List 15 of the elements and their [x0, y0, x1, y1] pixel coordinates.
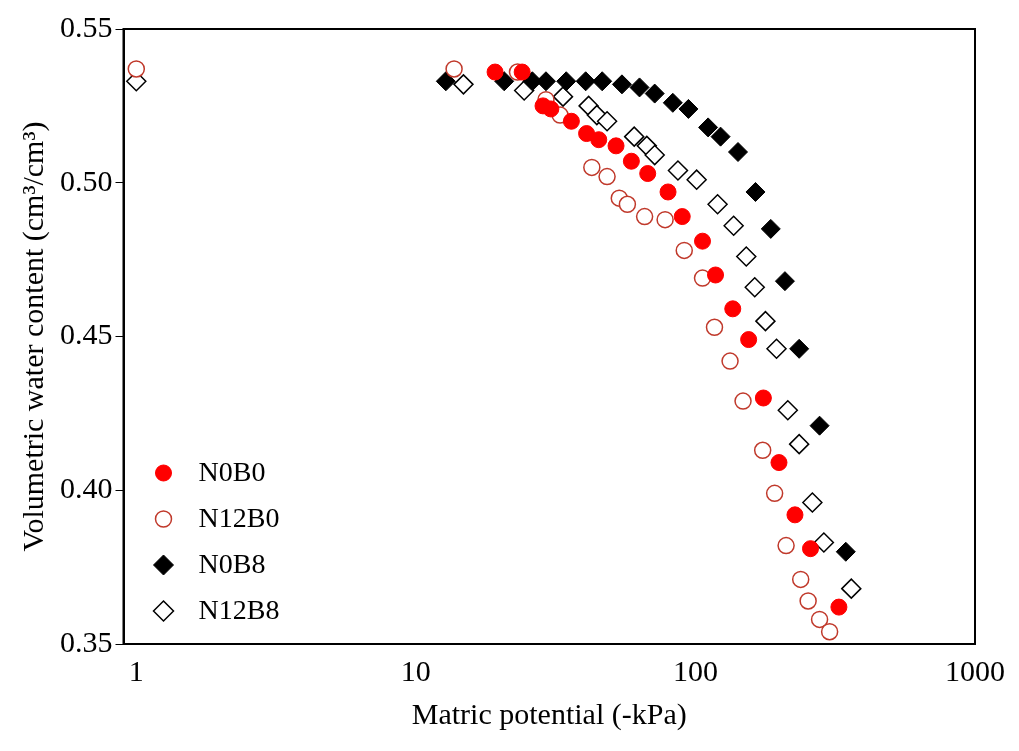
x-tick-label: 1 — [128, 653, 144, 687]
legend-label: N12B0 — [198, 502, 280, 534]
legend-label: N0B8 — [198, 548, 266, 580]
y-tick-label: 0.55 — [60, 9, 113, 43]
x-tick-label: 1000 — [945, 653, 1005, 687]
x-tick-label: 10 — [400, 653, 431, 687]
y-tick-label: 0.45 — [60, 317, 113, 351]
x-axis-title: Matric potential (-kPa) — [411, 696, 687, 731]
legend-label: N0B0 — [198, 456, 266, 488]
y-tick-label: 0.35 — [60, 624, 113, 658]
legend-label: N12B8 — [198, 594, 280, 626]
y-tick-label: 0.40 — [60, 471, 113, 505]
y-tick-label: 0.50 — [60, 163, 113, 197]
x-tick-label: 100 — [672, 653, 718, 687]
y-axis-title: Volumetric water content (cm³/cm³) — [15, 121, 50, 552]
